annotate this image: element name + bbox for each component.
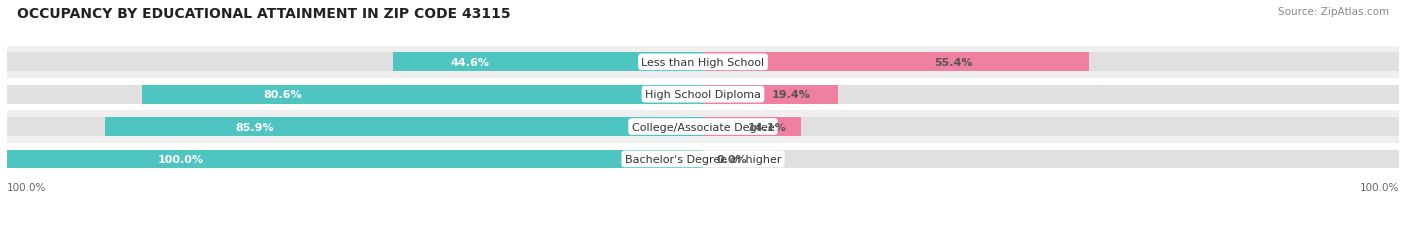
Text: 100.0%: 100.0% (1360, 182, 1399, 192)
Text: High School Diploma: High School Diploma (645, 90, 761, 100)
Text: Source: ZipAtlas.com: Source: ZipAtlas.com (1278, 7, 1389, 17)
Bar (105, 118, 703, 136)
Text: OCCUPANCY BY EDUCATIONAL ATTAINMENT IN ZIP CODE 43115: OCCUPANCY BY EDUCATIONAL ATTAINMENT IN Z… (17, 7, 510, 21)
Text: Less than High School: Less than High School (641, 58, 765, 67)
Bar (703, 53, 1088, 72)
Text: 55.4%: 55.4% (935, 58, 973, 67)
Text: 0.0%: 0.0% (717, 154, 748, 164)
Bar (7, 118, 1399, 136)
Bar (7, 79, 1399, 111)
Text: 100.0%: 100.0% (157, 154, 204, 164)
Bar (7, 85, 1399, 104)
Text: 44.6%: 44.6% (451, 58, 489, 67)
Bar (7, 111, 1399, 143)
Bar (392, 53, 703, 72)
Text: 80.6%: 80.6% (263, 90, 302, 100)
Text: 19.4%: 19.4% (772, 90, 810, 100)
Text: 85.9%: 85.9% (235, 122, 274, 132)
Text: Bachelor's Degree or higher: Bachelor's Degree or higher (624, 154, 782, 164)
Text: 14.1%: 14.1% (748, 122, 786, 132)
Bar (7, 53, 1399, 72)
Text: 100.0%: 100.0% (7, 182, 46, 192)
Bar (142, 85, 703, 104)
Bar (7, 150, 1399, 169)
Bar (7, 46, 1399, 79)
Bar (703, 85, 838, 104)
Bar (703, 118, 801, 136)
Bar (7, 150, 703, 169)
Text: College/Associate Degree: College/Associate Degree (631, 122, 775, 132)
Bar (7, 143, 1399, 175)
